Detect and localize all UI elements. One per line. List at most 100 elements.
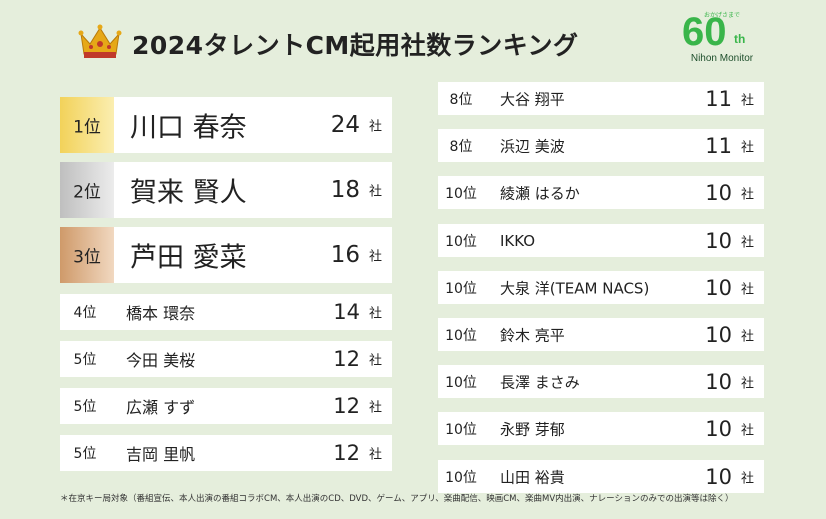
logo-suffix: th	[734, 32, 746, 46]
page-title: 2024タレントCM起用社数ランキング	[132, 31, 579, 60]
header: 2024タレントCM起用社数ランキング	[78, 22, 638, 72]
talent-name: 鈴木 亮平	[500, 326, 565, 344]
ranking-row: 10位 永野 芽郁 10 社	[438, 412, 764, 445]
talent-name: 浜辺 美波	[500, 137, 565, 155]
company-count: 12	[333, 394, 360, 418]
count-unit: 社	[368, 353, 382, 369]
talent-name: 長澤 まさみ	[500, 373, 580, 391]
talent-name: 賀来 賢人	[130, 177, 247, 209]
ranking-row: 10位 大泉 洋(TEAM NACS) 10 社	[438, 271, 764, 304]
count-unit: 社	[368, 119, 382, 135]
rank-badge: 10位	[438, 365, 484, 398]
company-count: 12	[333, 347, 360, 371]
ranking-row: 8位 浜辺 美波 11 社	[438, 129, 764, 162]
count-unit: 社	[368, 249, 382, 265]
rank-badge: 10位	[438, 318, 484, 351]
company-count: 10	[705, 369, 732, 394]
ranking-row: 1位 川口 春奈 24 社	[60, 97, 392, 153]
rank-label: 10位	[445, 185, 477, 202]
rank-label: 5位	[73, 446, 97, 462]
talent-name: 吉岡 里帆	[126, 445, 196, 464]
rank-badge: 5位	[60, 388, 110, 424]
talent-name: 芦田 愛菜	[130, 242, 247, 274]
ranking-row: 10位 山田 裕貴 10 社	[438, 460, 764, 493]
ranking-row: 10位 長澤 まさみ 10 社	[438, 365, 764, 398]
rank-badge: 10位	[438, 271, 484, 304]
ranking-row: 10位 IKKO 10 社	[438, 224, 764, 257]
company-count: 10	[705, 322, 732, 347]
rank-label: 5位	[73, 352, 97, 368]
rank-label: 10位	[445, 469, 477, 486]
count-unit: 社	[368, 306, 382, 322]
talent-name: 今田 美桜	[126, 351, 196, 370]
company-count: 10	[705, 180, 732, 205]
rank-label: 10位	[445, 280, 477, 297]
crown-icon	[78, 24, 122, 58]
rank-badge: 10位	[438, 460, 484, 493]
talent-name: 永野 芽郁	[500, 420, 565, 438]
rank-label: 2位	[73, 182, 101, 203]
ranking-row: 4位 橋本 環奈 14 社	[60, 294, 392, 330]
talent-name: 川口 春奈	[130, 112, 247, 144]
count-unit: 社	[740, 140, 754, 155]
rank-label: 1位	[73, 117, 101, 138]
rank-label: 4位	[73, 305, 97, 321]
rank-label: 10位	[445, 421, 477, 438]
count-unit: 社	[368, 184, 382, 200]
company-count: 11	[705, 133, 732, 158]
company-count: 10	[705, 228, 732, 253]
count-unit: 社	[740, 282, 754, 297]
talent-name: IKKO	[500, 231, 536, 250]
talent-name: 大泉 洋(TEAM NACS)	[500, 279, 650, 297]
rank-badge: 5位	[60, 341, 110, 377]
company-count: 24	[330, 112, 360, 138]
rank-badge: 2位	[60, 162, 114, 218]
count-unit: 社	[740, 93, 754, 108]
rank-label: 3位	[73, 247, 101, 268]
logo: おかげさまで 60 th Nihon Monitor	[674, 10, 770, 74]
rank-label: 8位	[449, 91, 473, 108]
company-count: 10	[705, 464, 732, 489]
ranking-row: 2位 賀来 賢人 18 社	[60, 162, 392, 218]
count-unit: 社	[740, 471, 754, 486]
count-unit: 社	[368, 447, 382, 463]
rank-badge: 10位	[438, 176, 484, 209]
count-unit: 社	[740, 376, 754, 391]
rank-badge: 1位	[60, 97, 114, 153]
rank-badge: 4位	[60, 294, 110, 330]
count-unit: 社	[740, 329, 754, 344]
rank-badge: 5位	[60, 435, 110, 471]
rank-label: 5位	[73, 399, 97, 415]
company-count: 14	[333, 300, 360, 324]
count-unit: 社	[740, 187, 754, 202]
ranking-row: 8位 大谷 翔平 11 社	[438, 82, 764, 115]
ranking-row: 10位 綾瀬 はるか 10 社	[438, 176, 764, 209]
talent-name: 広瀬 すず	[126, 398, 196, 417]
logo-number: 60	[682, 10, 727, 54]
ranking-row: 10位 鈴木 亮平 10 社	[438, 318, 764, 351]
company-count: 16	[330, 242, 360, 268]
rank-label: 10位	[445, 233, 477, 250]
count-unit: 社	[740, 423, 754, 438]
company-count: 11	[705, 86, 732, 111]
talent-name: 綾瀬 はるか	[500, 184, 580, 202]
rank-label: 10位	[445, 374, 477, 391]
footnote: ＊在京キー局対象（番組宣伝、本人出演の番組コラボCM、本人出演のCD、DVD、ゲ…	[60, 494, 734, 504]
rank-badge: 3位	[60, 227, 114, 283]
logo-small-text: おかげさまで	[704, 12, 741, 19]
rank-badge: 10位	[438, 412, 484, 445]
rank-badge: 8位	[438, 129, 484, 162]
rank-label: 8位	[449, 138, 473, 155]
company-count: 18	[330, 177, 360, 203]
count-unit: 社	[740, 235, 754, 250]
ranking-row: 5位 吉岡 里帆 12 社	[60, 435, 392, 471]
logo-name: Nihon Monitor	[690, 53, 754, 64]
ranking-row: 5位 今田 美桜 12 社	[60, 341, 392, 377]
rank-badge: 10位	[438, 224, 484, 257]
rank-label: 10位	[445, 327, 477, 344]
company-count: 10	[705, 275, 732, 300]
talent-name: 大谷 翔平	[500, 90, 565, 108]
ranking-row: 3位 芦田 愛菜 16 社	[60, 227, 392, 283]
talent-name: 橋本 環奈	[126, 304, 196, 323]
count-unit: 社	[368, 400, 382, 416]
